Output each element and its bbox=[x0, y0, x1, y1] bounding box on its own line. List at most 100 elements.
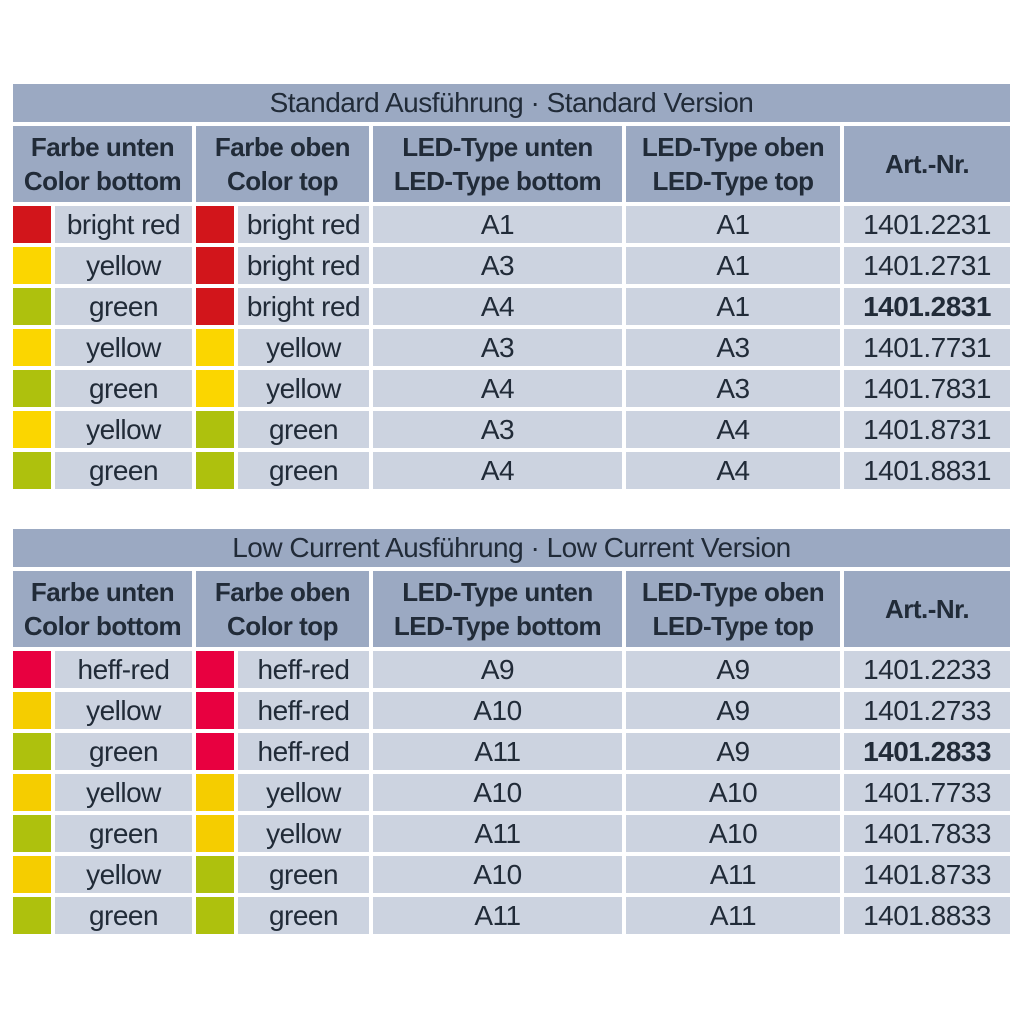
cell-color-bottom: yellow bbox=[13, 411, 192, 448]
header-line-de: LED-Type oben bbox=[641, 132, 825, 162]
color-swatch-top-icon bbox=[196, 692, 234, 729]
table-row: green heff-red A11 A9 1401.2833 bbox=[13, 733, 1010, 770]
cell-color-bottom: heff-red bbox=[13, 651, 192, 688]
header-line-en: Color bottom bbox=[23, 611, 182, 641]
color-top-label: yellow bbox=[238, 329, 369, 366]
cell-color-top: bright red bbox=[196, 288, 369, 325]
color-bottom-label: yellow bbox=[55, 329, 192, 366]
header-line-en: LED-Type bottom bbox=[393, 166, 602, 196]
col-header-art-nr: Art.-Nr. bbox=[844, 571, 1010, 647]
header-line-de: Farbe oben bbox=[214, 132, 351, 162]
color-bottom-label: green bbox=[55, 733, 192, 770]
color-top-label: heff-red bbox=[238, 692, 369, 729]
color-swatch-bottom-icon bbox=[13, 815, 51, 852]
cell-color-top: bright red bbox=[196, 206, 369, 243]
header-line-en: LED-Type bottom bbox=[393, 611, 602, 641]
cell-art-nr: 1401.2733 bbox=[844, 692, 1010, 729]
cell-color-top: yellow bbox=[196, 329, 369, 366]
cell-art-nr: 1401.7733 bbox=[844, 774, 1010, 811]
cell-led-type-bottom: A4 bbox=[373, 370, 622, 407]
color-swatch-top-icon bbox=[196, 370, 234, 407]
cell-art-nr: 1401.2233 bbox=[844, 651, 1010, 688]
cell-art-nr: 1401.7833 bbox=[844, 815, 1010, 852]
cell-art-nr: 1401.8731 bbox=[844, 411, 1010, 448]
cell-led-type-bottom: A4 bbox=[373, 452, 622, 489]
color-swatch-top-icon bbox=[196, 774, 234, 811]
cell-color-bottom: yellow bbox=[13, 329, 192, 366]
cell-led-type-top: A10 bbox=[626, 815, 840, 852]
color-bottom-label: yellow bbox=[55, 692, 192, 729]
table-row: green green A11 A11 1401.8833 bbox=[13, 897, 1010, 934]
color-top-label: heff-red bbox=[238, 733, 369, 770]
color-bottom-label: bright red bbox=[55, 206, 192, 243]
col-header-led-type-top: LED-Type oben LED-Type top bbox=[626, 126, 840, 202]
color-swatch-bottom-icon bbox=[13, 897, 51, 934]
color-bottom-label: green bbox=[55, 370, 192, 407]
cell-led-type-top: A4 bbox=[626, 452, 840, 489]
cell-led-type-top: A11 bbox=[626, 897, 840, 934]
color-bottom-label: green bbox=[55, 897, 192, 934]
cell-color-top: heff-red bbox=[196, 733, 369, 770]
color-swatch-top-icon bbox=[196, 329, 234, 366]
color-swatch-bottom-icon bbox=[13, 329, 51, 366]
cell-led-type-top: A1 bbox=[626, 288, 840, 325]
table-row: green yellow A4 A3 1401.7831 bbox=[13, 370, 1010, 407]
color-bottom-label: heff-red bbox=[55, 651, 192, 688]
cell-color-top: green bbox=[196, 897, 369, 934]
header-line-de: LED-Type unten bbox=[402, 577, 593, 607]
cell-led-type-top: A9 bbox=[626, 692, 840, 729]
color-swatch-bottom-icon bbox=[13, 733, 51, 770]
col-header-led-type-bottom: LED-Type unten LED-Type bottom bbox=[373, 126, 622, 202]
color-swatch-top-icon bbox=[196, 856, 234, 893]
cell-color-bottom: yellow bbox=[13, 247, 192, 284]
cell-art-nr: 1401.2731 bbox=[844, 247, 1010, 284]
color-top-label: green bbox=[238, 411, 369, 448]
color-bottom-label: yellow bbox=[55, 411, 192, 448]
cell-color-top: green bbox=[196, 856, 369, 893]
cell-led-type-bottom: A10 bbox=[373, 774, 622, 811]
cell-led-type-top: A3 bbox=[626, 370, 840, 407]
col-header-led-type-bottom: LED-Type unten LED-Type bottom bbox=[373, 571, 622, 647]
color-top-label: green bbox=[238, 897, 369, 934]
cell-art-nr: 1401.2833 bbox=[844, 733, 1010, 770]
cell-led-type-bottom: A11 bbox=[373, 815, 622, 852]
table-title: Low Current Ausführung · Low Current Ver… bbox=[13, 529, 1010, 567]
cell-art-nr: 1401.8733 bbox=[844, 856, 1010, 893]
color-bottom-label: yellow bbox=[55, 774, 192, 811]
cell-art-nr: 1401.2831 bbox=[844, 288, 1010, 325]
color-bottom-label: green bbox=[55, 288, 192, 325]
cell-led-type-top: A9 bbox=[626, 651, 840, 688]
cell-color-bottom: bright red bbox=[13, 206, 192, 243]
color-bottom-label: yellow bbox=[55, 856, 192, 893]
color-swatch-bottom-icon bbox=[13, 411, 51, 448]
color-top-label: bright red bbox=[238, 206, 369, 243]
cell-led-type-top: A3 bbox=[626, 329, 840, 366]
color-swatch-bottom-icon bbox=[13, 856, 51, 893]
color-top-label: heff-red bbox=[238, 651, 369, 688]
color-bottom-label: yellow bbox=[55, 247, 192, 284]
table-row: bright red bright red A1 A1 1401.2231 bbox=[13, 206, 1010, 243]
header-line-de: LED-Type oben bbox=[641, 577, 825, 607]
color-swatch-bottom-icon bbox=[13, 692, 51, 729]
cell-color-top: green bbox=[196, 452, 369, 489]
cell-led-type-top: A1 bbox=[626, 206, 840, 243]
cell-art-nr: 1401.7831 bbox=[844, 370, 1010, 407]
header-line-de: Farbe unten bbox=[30, 132, 175, 162]
color-top-label: green bbox=[238, 856, 369, 893]
header-line-en: Color bottom bbox=[23, 166, 182, 196]
cell-color-bottom: green bbox=[13, 733, 192, 770]
header-line-de: LED-Type unten bbox=[402, 132, 593, 162]
header-line-de: Farbe oben bbox=[214, 577, 351, 607]
header-row: Farbe unten Color bottom Farbe oben Colo… bbox=[13, 126, 1010, 202]
cell-color-bottom: green bbox=[13, 452, 192, 489]
cell-color-top: heff-red bbox=[196, 651, 369, 688]
color-top-label: yellow bbox=[238, 370, 369, 407]
color-swatch-bottom-icon bbox=[13, 774, 51, 811]
table-title: Standard Ausführung · Standard Version bbox=[13, 84, 1010, 122]
col-header-color-bottom: Farbe unten Color bottom bbox=[13, 126, 192, 202]
low-current-version-table: Low Current Ausführung · Low Current Ver… bbox=[13, 529, 1010, 934]
table-row: yellow yellow A3 A3 1401.7731 bbox=[13, 329, 1010, 366]
cell-color-top: heff-red bbox=[196, 692, 369, 729]
color-swatch-top-icon bbox=[196, 206, 234, 243]
table-row: green yellow A11 A10 1401.7833 bbox=[13, 815, 1010, 852]
